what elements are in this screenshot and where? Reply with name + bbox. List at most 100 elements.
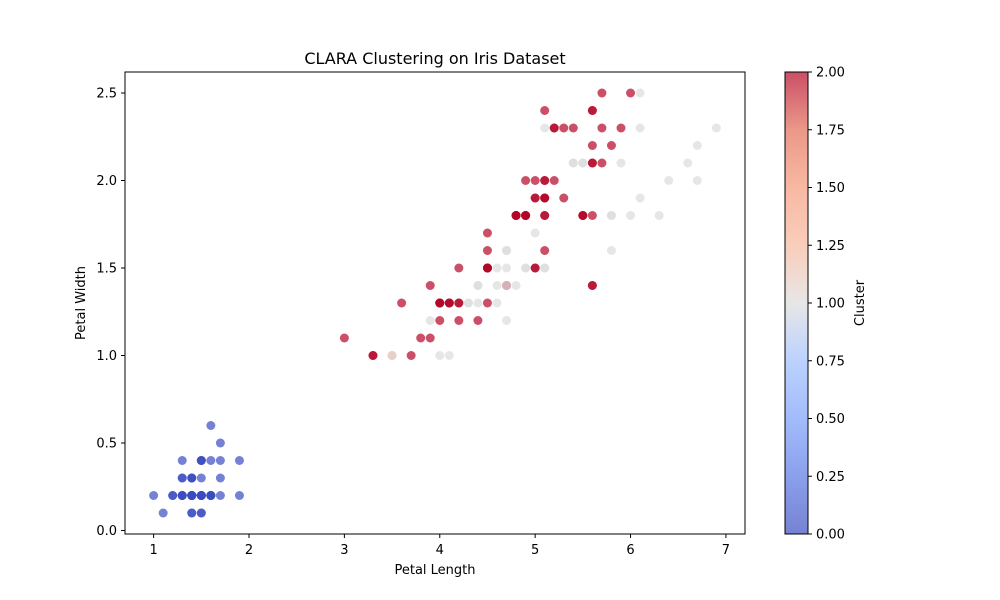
data-point	[196, 491, 206, 500]
data-point	[215, 438, 225, 448]
data-point	[530, 228, 540, 238]
data-point	[692, 176, 702, 185]
data-point	[196, 473, 206, 483]
data-point	[559, 123, 569, 133]
data-point	[597, 123, 607, 133]
data-point	[187, 491, 197, 500]
data-point	[606, 141, 616, 150]
data-point	[463, 298, 473, 308]
data-point	[482, 298, 492, 308]
data-point	[521, 211, 531, 220]
data-point	[540, 246, 550, 255]
data-point	[339, 333, 349, 343]
data-point	[425, 281, 435, 290]
data-point	[435, 316, 445, 325]
data-point	[492, 298, 502, 308]
data-point	[234, 491, 244, 500]
data-point	[416, 333, 426, 343]
data-point	[482, 228, 492, 238]
data-point	[540, 211, 550, 220]
plot-frame	[124, 71, 746, 535]
data-point	[196, 508, 206, 518]
data-point	[549, 176, 559, 185]
data-point	[215, 491, 225, 500]
x-tick-label: 5	[531, 543, 539, 558]
data-point	[387, 351, 397, 360]
data-point	[635, 193, 645, 203]
y-tick-label: 0.0	[96, 524, 117, 539]
data-point	[530, 193, 540, 203]
x-tick-label: 6	[626, 543, 634, 558]
data-point	[540, 123, 550, 133]
data-point	[215, 456, 225, 465]
data-point	[215, 473, 225, 483]
data-point	[444, 351, 454, 360]
data-point	[521, 263, 531, 273]
data-point	[616, 158, 626, 168]
data-point	[168, 491, 178, 500]
data-point	[492, 281, 502, 290]
data-point	[540, 193, 550, 203]
colorbar-tick-label: 1.75	[816, 123, 845, 138]
data-point	[406, 351, 416, 360]
x-tick-label: 1	[149, 543, 157, 558]
data-point	[711, 123, 721, 133]
data-point	[626, 88, 636, 98]
data-point	[177, 473, 187, 483]
colorbar-tick-label: 0.50	[816, 412, 845, 427]
data-point	[616, 123, 626, 133]
colorbar-ticks: 0.00 0.25 0.50 0.75 1.00 1.25 1.50 1.75 2.00	[808, 66, 845, 543]
colorbar-tick-label: 1.25	[816, 239, 845, 254]
data-point	[473, 281, 483, 290]
data-point	[597, 88, 607, 98]
data-point	[587, 141, 597, 150]
data-point	[492, 263, 502, 273]
data-point	[149, 491, 159, 500]
data-point	[187, 508, 197, 518]
data-point	[587, 158, 597, 168]
data-point	[635, 123, 645, 133]
colorbar-label: Cluster	[853, 279, 868, 326]
data-point	[626, 211, 636, 220]
data-point	[425, 333, 435, 343]
data-point	[425, 316, 435, 325]
data-point	[568, 158, 578, 168]
colorbar-gradient	[785, 72, 808, 534]
colorbar-tick-label: 1.50	[816, 181, 845, 196]
data-point	[206, 456, 216, 465]
data-point	[482, 246, 492, 255]
data-point	[454, 263, 464, 273]
x-tick-label: 3	[340, 543, 348, 558]
data-point	[578, 158, 588, 168]
data-point	[654, 211, 664, 220]
data-point	[549, 123, 559, 133]
data-point	[511, 211, 521, 220]
data-point	[597, 158, 607, 168]
data-point	[540, 106, 550, 115]
y-tick-label: 2.0	[96, 174, 117, 189]
x-tick-label: 7	[722, 543, 730, 558]
data-point	[454, 316, 464, 325]
colorbar-tick-label: 0.25	[816, 470, 845, 485]
data-point	[606, 211, 616, 220]
y-axis-label: Petal Width	[74, 266, 89, 340]
data-point	[177, 456, 187, 465]
data-point	[587, 106, 597, 115]
data-point	[530, 176, 540, 185]
data-point	[635, 88, 645, 98]
colorbar-tick-label: 0.75	[816, 354, 845, 369]
data-point	[397, 298, 407, 308]
data-point	[502, 246, 512, 255]
data-point	[473, 298, 483, 308]
data-point	[206, 421, 216, 430]
data-point	[234, 456, 244, 465]
y-tick-label: 2.5	[96, 87, 117, 102]
data-point	[444, 298, 454, 308]
y-tick-label: 0.5	[96, 437, 117, 452]
y-tick-label: 1.0	[96, 349, 117, 364]
data-point	[511, 281, 521, 290]
colorbar-tick-label: 2.00	[816, 66, 845, 81]
x-tick-label: 2	[245, 543, 253, 558]
data-point	[473, 316, 483, 325]
